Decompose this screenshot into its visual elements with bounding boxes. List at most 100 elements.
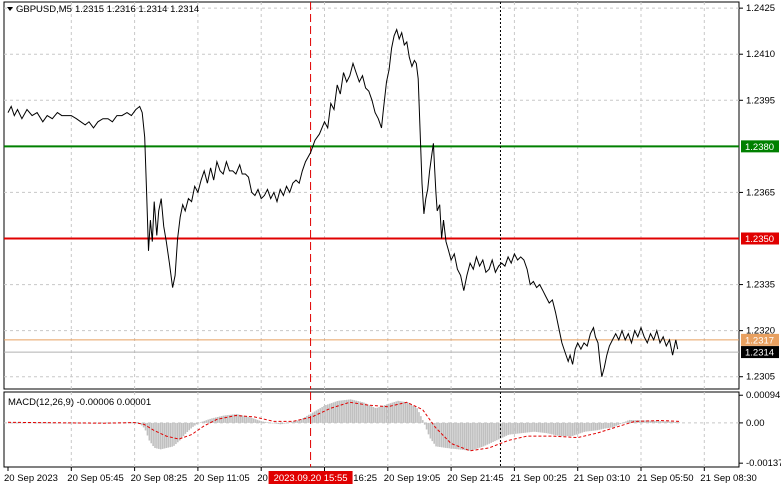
macd-bar	[125, 422, 128, 423]
macd-bar	[496, 422, 498, 441]
macd-bar	[30, 422, 33, 424]
macd-bar	[254, 419, 257, 423]
macd-bar	[435, 422, 437, 447]
level-label-green: 1.2380	[745, 142, 774, 153]
macd-bar	[458, 422, 460, 450]
macd-bar	[372, 407, 375, 423]
macd-bar	[289, 422, 291, 423]
macd-bar	[532, 422, 534, 432]
macd-bar	[218, 416, 221, 423]
macd-bar	[638, 420, 641, 423]
macd-bar	[287, 422, 289, 424]
macd-bar	[321, 407, 323, 423]
macd-bar	[152, 422, 154, 447]
macd-bar	[585, 422, 587, 432]
macd-bar	[499, 422, 502, 439]
macd-bar	[42, 422, 44, 424]
macd-bar	[51, 422, 54, 424]
chart-menu-triangle-icon[interactable]	[7, 7, 13, 11]
time-label: 21 Sep 05:50	[637, 473, 694, 484]
macd-bar	[410, 404, 413, 423]
macd-bar	[8, 422, 10, 424]
macd-bar	[66, 422, 69, 424]
macd-bar	[23, 422, 25, 424]
macd-bar	[659, 421, 661, 423]
macd-bar	[294, 420, 297, 423]
macd-bar	[623, 422, 625, 423]
macd-bar	[188, 422, 191, 431]
macd-bar	[397, 400, 399, 423]
macd-bar	[522, 422, 525, 433]
macd-bar	[180, 422, 183, 439]
macd-bar	[332, 402, 335, 423]
macd-bar	[389, 403, 392, 423]
time-label: 20 Sep 21:45	[447, 473, 504, 484]
level-label-bg-orange	[741, 333, 779, 346]
macd-bar	[467, 422, 470, 451]
macd-bar	[13, 422, 16, 424]
macd-tick-label: 0.00094	[746, 390, 780, 401]
macd-bar	[205, 420, 208, 423]
macd-bar	[501, 422, 504, 438]
macd-bar	[36, 422, 39, 424]
macd-bar	[492, 422, 494, 442]
macd-bar	[524, 422, 527, 433]
macd-bar	[165, 422, 168, 449]
macd-bar	[213, 417, 215, 423]
macd-bar	[568, 422, 570, 437]
macd-bar	[302, 418, 304, 423]
macd-bar	[676, 422, 679, 423]
macd-bar	[216, 417, 219, 423]
macd-bar	[232, 414, 234, 423]
macd-bar	[177, 422, 179, 443]
macd-bar	[440, 422, 443, 448]
macd-bar	[351, 399, 354, 423]
macd-panel[interactable]	[3, 391, 740, 468]
level-label-red: 1.2350	[745, 234, 774, 245]
macd-bar	[319, 408, 322, 423]
macd-bar	[450, 422, 453, 449]
macd-bar	[488, 422, 491, 444]
macd-bar	[209, 418, 211, 423]
time-highlight-bg	[268, 471, 353, 484]
macd-bar	[296, 420, 299, 423]
macd-bar	[579, 422, 582, 434]
macd-bar	[486, 422, 489, 445]
macd-bar	[446, 422, 449, 449]
macd-bar	[437, 422, 439, 447]
chart-header-ohlc: 1.2315 1.2316 1.2314 1.2314	[75, 4, 199, 15]
macd-bar	[606, 422, 608, 429]
macd-bar	[82, 422, 84, 424]
macd-bar	[399, 401, 401, 423]
macd-bar	[423, 422, 426, 425]
macd-bar	[235, 414, 238, 423]
macd-bar	[249, 417, 251, 423]
macd-bar	[513, 422, 515, 435]
macd-bar	[558, 422, 561, 437]
macd-time-markers	[310, 392, 501, 467]
macd-bar	[484, 422, 487, 446]
macd-bar	[233, 414, 236, 423]
macd-bar	[463, 422, 466, 451]
macd-bar	[543, 422, 546, 433]
macd-bar	[661, 421, 663, 423]
price-panel[interactable]	[3, 1, 740, 390]
macd-bar	[581, 422, 584, 433]
macd-bar	[258, 420, 261, 423]
macd-bar	[600, 422, 603, 430]
macd-bar	[465, 422, 468, 451]
macd-bar	[178, 422, 181, 441]
macd-bar	[11, 422, 14, 424]
macd-bar	[150, 422, 153, 444]
macd-bar	[192, 422, 194, 427]
macd-bar	[562, 422, 565, 437]
macd-bar	[19, 422, 21, 424]
macd-bar	[26, 422, 29, 424]
macd-bar	[171, 422, 173, 447]
macd-bar	[665, 421, 667, 423]
macd-bar	[110, 422, 113, 424]
macd-bar	[184, 422, 187, 434]
macd-bar	[666, 421, 669, 423]
macd-bar	[412, 405, 415, 423]
time-label: 20 Sep 08:25	[131, 473, 188, 484]
